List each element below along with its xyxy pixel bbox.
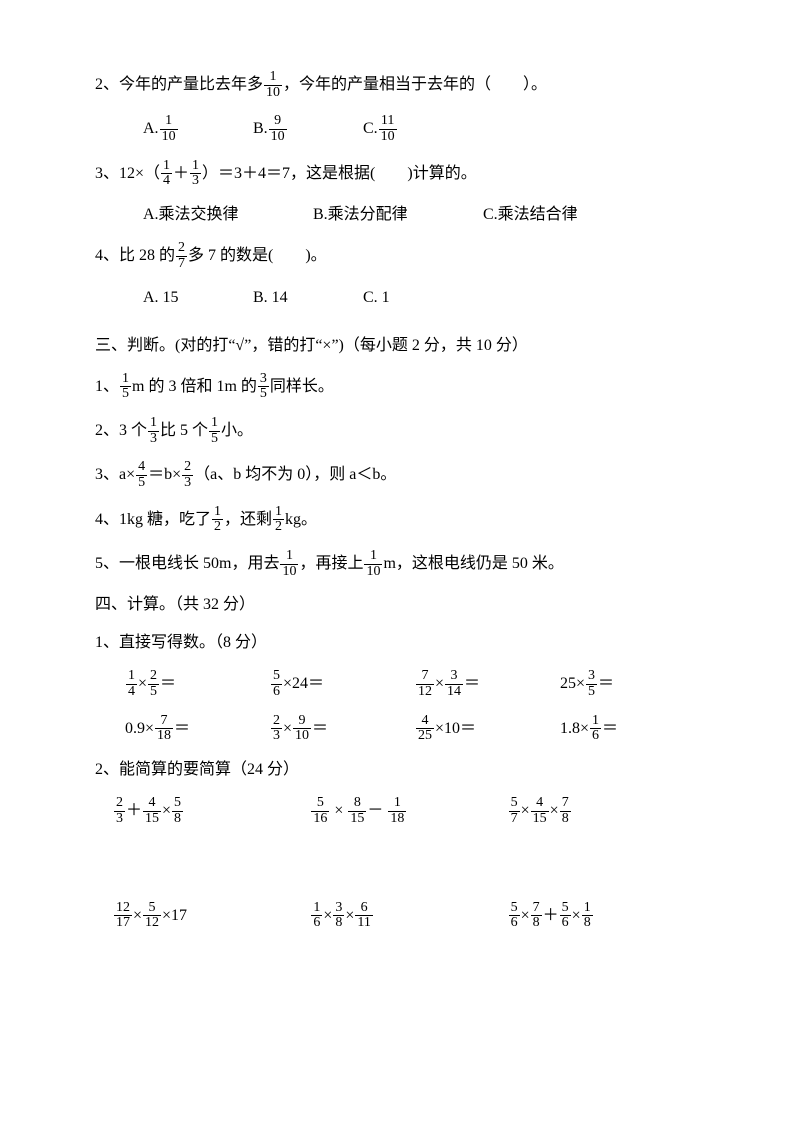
calc-cell: 0.9×718＝ (125, 714, 270, 744)
s4-q1-row2: 0.9×718＝ 23×910＝ 425×10＝ 1.8×16＝ (95, 714, 705, 744)
s4-q2-row2: 1217×512×17 16×38×611 56×78＋56×18 (95, 901, 705, 931)
calc-cell: 16×38×611 (310, 901, 507, 931)
spacer (95, 841, 705, 901)
q3-optA: A.乘法交换律 (143, 203, 313, 227)
calc-cell: 14×25＝ (125, 669, 270, 699)
q2-suffix: ，今年的产量相当于去年的（ ）。 (283, 76, 547, 93)
q2-options: A.110 B.910 C.1110 (95, 114, 705, 144)
s4-q1-title: 1、直接写得数。（8 分） (95, 631, 705, 655)
calc-cell: 23＋415×58 (113, 796, 310, 826)
q4-optB: B. 14 (253, 286, 363, 310)
s4-q2-title: 2、能简算的要简算（24 分） (95, 758, 705, 782)
section-3-title: 三、判断。(对的打“√”，错的打“×”)（每小题 2 分，共 10 分） (95, 334, 705, 358)
q3-prefix: 3、12×（ (95, 165, 160, 182)
q3-plus: ＋ (173, 165, 189, 182)
q4-options: A. 15 B. 14 C. 1 (95, 286, 705, 310)
s3-q3: 3、a×45＝b×23（a、b 均不为 0），则 a＜b。 (95, 460, 705, 490)
section-4-title: 四、计算。（共 32 分） (95, 593, 705, 617)
q3-options: A.乘法交换律 B.乘法分配律 C.乘法结合律 (95, 203, 705, 227)
s4-q2-row1: 23＋415×58 516 × 815－ 118 57×415×78 (95, 796, 705, 826)
calc-cell: 56×78＋56×18 (508, 901, 705, 931)
q4-optC: C. 1 (363, 286, 390, 310)
q3-optB: B.乘法分配律 (313, 203, 483, 227)
q4-frac: 27 (176, 241, 187, 271)
calc-cell: 712×314＝ (415, 669, 560, 699)
q3-suffix: ）＝3＋4＝7，这是根据( )计算的。 (202, 165, 477, 182)
calc-cell: 25×35＝ (560, 669, 705, 699)
s3-q5: 5、一根电线长 50m，用去110，再接上110m，这根电线仍是 50 米。 (95, 549, 705, 579)
q2-optC-label: C. (363, 120, 378, 137)
q2-prefix: 2、今年的产量比去年多 (95, 76, 263, 93)
question-2: 2、今年的产量比去年多110，今年的产量相当于去年的（ ）。 (95, 70, 705, 100)
q4-prefix: 4、比 28 的 (95, 247, 175, 264)
calc-cell: 1217×512×17 (113, 901, 310, 931)
q2-optA-label: A. (143, 120, 159, 137)
s3-q2: 2、3 个13比 5 个15小。 (95, 416, 705, 446)
q3-optC: C.乘法结合律 (483, 203, 578, 227)
q4-optA: A. 15 (143, 286, 253, 310)
calc-cell: 425×10＝ (415, 714, 560, 744)
q2-optC-frac: 1110 (379, 114, 397, 144)
s3-q4: 4、1kg 糖，吃了12，还剩12kg。 (95, 505, 705, 535)
calc-cell: 516 × 815－ 118 (310, 796, 507, 826)
q2-optB-label: B. (253, 120, 268, 137)
s4-q1-row1: 14×25＝ 56×24＝ 712×314＝ 25×35＝ (95, 669, 705, 699)
q2-optA-frac: 110 (160, 114, 178, 144)
q3-frac1: 14 (161, 159, 172, 189)
calc-cell: 57×415×78 (508, 796, 705, 826)
calc-cell: 1.8×16＝ (560, 714, 705, 744)
q2-frac: 110 (264, 70, 282, 100)
s3-q1: 1、15m 的 3 倍和 1m 的35同样长。 (95, 372, 705, 402)
question-3: 3、12×（14＋13）＝3＋4＝7，这是根据( )计算的。 (95, 159, 705, 189)
calc-cell: 23×910＝ (270, 714, 415, 744)
q2-optB-frac: 910 (269, 114, 287, 144)
q3-frac2: 13 (190, 159, 201, 189)
q4-suffix: 多 7 的数是( )。 (188, 247, 327, 264)
question-4: 4、比 28 的27多 7 的数是( )。 (95, 241, 705, 271)
calc-cell: 56×24＝ (270, 669, 415, 699)
